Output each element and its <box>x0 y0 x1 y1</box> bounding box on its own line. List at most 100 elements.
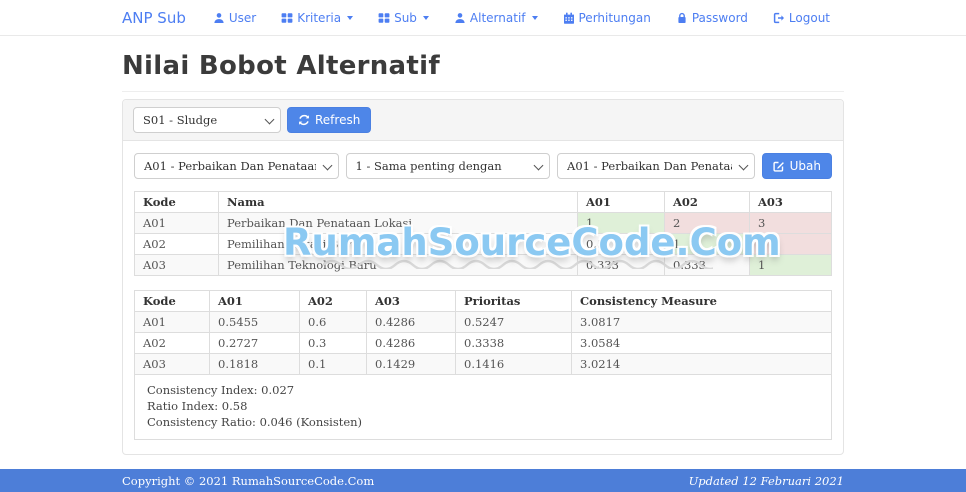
lock-icon <box>676 12 688 24</box>
nav-item-alternatif[interactable]: Alternatif <box>454 11 538 25</box>
matrix-value-cell: 0.333 <box>664 254 750 276</box>
consistency-index-text: Consistency Index: 0.027 <box>147 383 295 397</box>
kode-cell: A03 <box>134 254 219 276</box>
nav-item-label: User <box>228 10 257 25</box>
nav-item-label: Logout <box>788 10 831 25</box>
sub-kriteria-select[interactable]: S01 - Sludge <box>133 107 281 133</box>
kode-cell: A02 <box>134 332 210 354</box>
nav-item-password[interactable]: Password <box>676 11 748 25</box>
matrix-value-cell: 0.333 <box>577 254 665 276</box>
column-header: Prioritas <box>455 290 572 312</box>
nav-item-label: Kriteria <box>297 10 342 25</box>
nav-item-label: Perhitungan <box>578 10 651 25</box>
column-header: A01 <box>577 191 665 213</box>
nav-item-perhitungan[interactable]: Perhitungan <box>563 11 651 25</box>
table-row: A01 0.5455 0.6 0.4286 0.5247 3.0817 <box>134 311 832 333</box>
consistency-measure-cell: 3.0584 <box>571 332 832 354</box>
matrix-value-cell: 0.5 <box>577 233 665 255</box>
title-divider <box>122 91 844 92</box>
column-header: Kode <box>134 290 210 312</box>
table-header-row: Kode Nama A01 A02 A03 <box>134 191 832 213</box>
column-header: Nama <box>218 191 578 213</box>
kode-cell: A02 <box>134 233 219 255</box>
consistency-measure-cell: 3.0214 <box>571 353 832 375</box>
column-header: A01 <box>209 290 300 312</box>
priority-table: Kode A01 A02 A03 Prioritas Consistency M… <box>134 290 832 375</box>
prioritas-cell: 0.1416 <box>455 353 572 375</box>
nav-item-label: Alternatif <box>469 10 526 25</box>
app-brand[interactable]: ANP Sub <box>122 8 186 27</box>
nama-cell: Pemilihan Lokasi Baru <box>218 233 578 255</box>
nav-item-logout[interactable]: Logout <box>773 11 830 25</box>
value-cell: 0.3 <box>299 332 367 354</box>
alternatif-left-select[interactable]: A01 - Perbaikan Dan Penataan Lokasi <box>134 153 339 179</box>
matrix-value-cell: 2 <box>664 212 750 234</box>
nav-item-label: Password <box>691 10 748 25</box>
nav-item-kriteria[interactable]: Kriteria <box>281 10 354 25</box>
chevron-down-icon <box>422 15 429 20</box>
alternatif-right-select[interactable]: A01 - Perbaikan Dan Penataan Lokasi <box>557 153 755 179</box>
calendar-icon <box>563 12 575 24</box>
grid-icon <box>281 12 293 24</box>
table-row: A03 Pemilihan Teknologi Baru 0.333 0.333… <box>134 254 832 276</box>
edit-icon <box>773 160 785 172</box>
ubah-button-label: Ubah <box>789 159 821 173</box>
table-row: A01 Perbaikan Dan Penataan Lokasi 1 2 3 <box>134 212 832 234</box>
bobot-alternatif-card: S01 - Sludge Refresh A01 - Perbaikan Dan… <box>122 99 844 456</box>
kode-cell: A01 <box>134 212 219 234</box>
column-header: A02 <box>664 191 750 213</box>
value-cell: 0.2727 <box>209 332 300 354</box>
nama-cell: Perbaikan Dan Penataan Lokasi <box>218 212 578 234</box>
updated-text: Updated 12 Februari 2021 <box>688 473 844 488</box>
prioritas-cell: 0.5247 <box>455 311 572 333</box>
page-title: Nilai Bobot Alternatif <box>122 51 440 81</box>
value-cell: 0.1429 <box>366 353 456 375</box>
ubah-button[interactable]: Ubah <box>761 153 832 179</box>
prioritas-cell: 0.3338 <box>455 332 572 354</box>
copyright-text: Copyright © 2021 RumahSourceCode.Com <box>122 473 375 488</box>
consistency-measure-cell: 3.0817 <box>571 311 832 333</box>
skala-penilaian-select[interactable]: 1 - Sama penting dengan <box>345 153 551 179</box>
chevron-down-icon <box>347 15 354 20</box>
value-cell: 0.4286 <box>366 332 456 354</box>
value-cell: 0.1818 <box>209 353 300 375</box>
table-row: A03 0.1818 0.1 0.1429 0.1416 3.0214 <box>134 353 832 375</box>
nama-cell: Pemilihan Teknologi Baru <box>218 254 578 276</box>
refresh-icon <box>298 114 310 126</box>
chevron-down-icon <box>531 15 538 20</box>
value-cell: 0.6 <box>299 311 367 333</box>
column-header: Kode <box>134 191 219 213</box>
value-cell: 0.5455 <box>209 311 300 333</box>
kode-cell: A01 <box>134 311 210 333</box>
nav-item-label: Sub <box>394 10 417 25</box>
matrix-value-cell: 1 <box>664 233 750 255</box>
comparison-bar: A01 - Perbaikan Dan Penataan Lokasi 1 - … <box>134 153 832 179</box>
table-header-row: Kode A01 A02 A03 Prioritas Consistency M… <box>134 290 832 312</box>
consistency-ratio-text: Consistency Ratio: 0.046 (Konsisten) <box>147 415 363 430</box>
user-icon <box>213 12 225 24</box>
value-cell: 0.1 <box>299 353 367 375</box>
consistency-summary: Consistency Index: 0.027 Ratio Index: 0.… <box>134 375 832 441</box>
card-header: S01 - Sludge Refresh <box>123 100 843 141</box>
matrix-value-cell: 3 <box>749 233 832 255</box>
user-icon <box>454 12 466 24</box>
column-header: A03 <box>749 191 832 213</box>
pairwise-matrix-table: Kode Nama A01 A02 A03 A01 Perbaikan Dan … <box>134 191 832 276</box>
matrix-value-cell: 1 <box>577 212 665 234</box>
logout-icon <box>773 12 785 24</box>
column-header: A03 <box>366 290 456 312</box>
value-cell: 0.4286 <box>366 311 456 333</box>
top-navbar: ANP Sub User Kriteria Sub Alter <box>0 0 966 36</box>
column-header: A02 <box>299 290 367 312</box>
matrix-value-cell: 3 <box>749 212 832 234</box>
matrix-value-cell: 1 <box>749 254 832 276</box>
page-footer: Copyright © 2021 RumahSourceCode.Com Upd… <box>0 469 966 492</box>
refresh-button-label: Refresh <box>315 113 361 127</box>
column-header: Consistency Measure <box>571 290 832 312</box>
table-row: A02 Pemilihan Lokasi Baru 0.5 1 3 <box>134 233 832 255</box>
refresh-button[interactable]: Refresh <box>287 107 372 133</box>
grid-icon <box>378 12 390 24</box>
nav-item-user[interactable]: User <box>213 11 256 25</box>
nav-item-sub[interactable]: Sub <box>378 11 429 25</box>
ratio-index-text: Ratio Index: 0.58 <box>147 399 248 414</box>
